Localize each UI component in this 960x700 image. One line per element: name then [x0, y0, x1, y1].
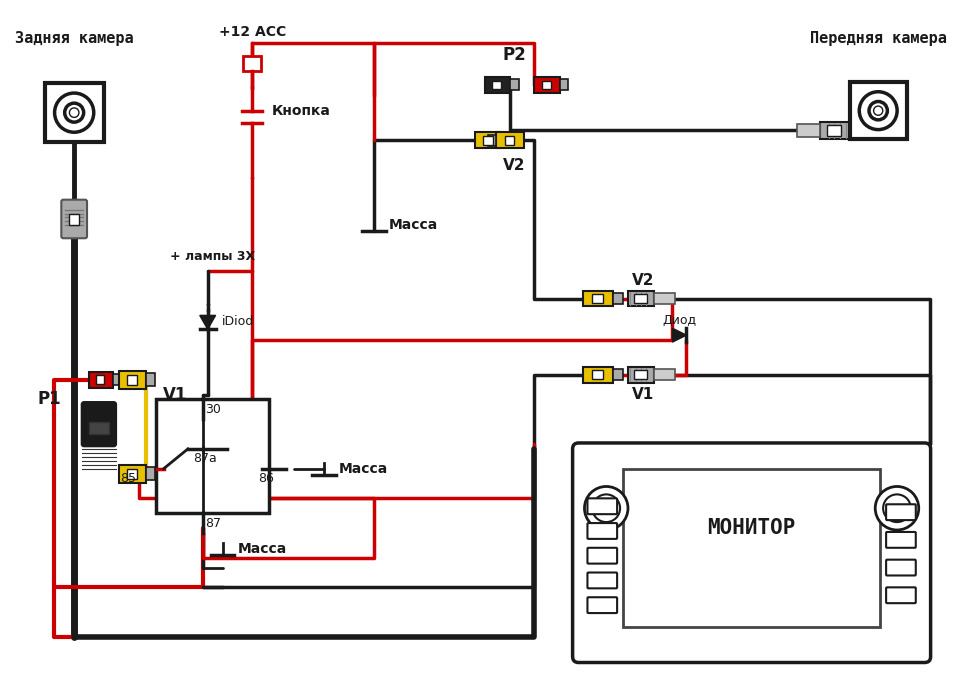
Text: 30: 30: [204, 402, 221, 416]
Circle shape: [64, 103, 84, 122]
Bar: [592, 294, 603, 303]
FancyBboxPatch shape: [588, 548, 617, 564]
Bar: [584, 290, 613, 307]
FancyBboxPatch shape: [588, 523, 617, 539]
Text: МОНИТОР: МОНИТОР: [708, 518, 796, 538]
Circle shape: [859, 92, 898, 130]
Text: P1: P1: [37, 391, 61, 408]
FancyBboxPatch shape: [588, 597, 617, 613]
FancyBboxPatch shape: [886, 532, 916, 548]
FancyBboxPatch shape: [588, 573, 617, 588]
Bar: [592, 370, 603, 379]
Bar: [243, 56, 261, 71]
Bar: [797, 124, 820, 136]
Text: +12 ACC: +12 ACC: [219, 25, 286, 38]
Text: + лампы 3Х: + лампы 3Х: [170, 249, 255, 262]
Text: V2: V2: [503, 158, 525, 173]
Bar: [820, 122, 849, 139]
Bar: [127, 469, 136, 479]
Circle shape: [585, 486, 628, 530]
Bar: [89, 422, 108, 434]
Text: Масса: Масса: [389, 218, 438, 232]
Bar: [654, 369, 676, 380]
Polygon shape: [200, 316, 216, 329]
Text: 87a: 87a: [193, 452, 217, 466]
Bar: [146, 468, 156, 480]
Circle shape: [869, 102, 887, 120]
Bar: [634, 294, 647, 303]
Text: 86: 86: [258, 472, 275, 485]
Text: 87: 87: [204, 517, 221, 530]
Text: Передняя камера: Передняя камера: [809, 31, 947, 46]
Circle shape: [874, 106, 883, 116]
Bar: [628, 367, 654, 383]
Text: 85: 85: [120, 472, 136, 485]
Bar: [156, 400, 270, 513]
Text: Кнопка: Кнопка: [272, 104, 331, 118]
Bar: [511, 79, 518, 90]
Text: V1: V1: [632, 387, 654, 402]
Bar: [628, 290, 654, 307]
Bar: [492, 80, 501, 90]
Bar: [112, 374, 120, 385]
Polygon shape: [673, 328, 686, 342]
FancyBboxPatch shape: [61, 199, 87, 238]
Text: Масса: Масса: [339, 462, 388, 476]
Bar: [496, 132, 524, 148]
FancyBboxPatch shape: [886, 504, 916, 520]
Circle shape: [592, 494, 620, 522]
Bar: [96, 375, 105, 384]
Text: Масса: Масса: [237, 542, 287, 556]
Bar: [584, 367, 613, 383]
Bar: [613, 369, 623, 380]
Circle shape: [55, 93, 94, 132]
Bar: [127, 375, 136, 385]
Bar: [485, 77, 511, 93]
Bar: [483, 136, 492, 145]
FancyBboxPatch shape: [83, 402, 116, 446]
Text: Диод: Диод: [662, 314, 697, 327]
Bar: [623, 469, 880, 627]
Circle shape: [69, 108, 79, 118]
Text: V2: V2: [632, 273, 654, 288]
Bar: [634, 370, 647, 379]
Bar: [119, 371, 146, 388]
Text: iDiod: iDiod: [222, 315, 253, 328]
Bar: [502, 135, 512, 146]
Bar: [613, 293, 623, 304]
FancyBboxPatch shape: [886, 560, 916, 575]
Circle shape: [883, 494, 911, 522]
Bar: [474, 132, 502, 148]
Bar: [827, 125, 841, 136]
Bar: [850, 82, 907, 139]
Bar: [534, 77, 560, 93]
Bar: [69, 214, 79, 225]
Text: V1: V1: [163, 386, 187, 403]
FancyBboxPatch shape: [572, 443, 930, 662]
FancyBboxPatch shape: [886, 587, 916, 603]
Text: Задняя камера: Задняя камера: [14, 31, 133, 46]
FancyBboxPatch shape: [588, 498, 617, 514]
Circle shape: [876, 486, 919, 530]
Bar: [541, 80, 551, 90]
Bar: [505, 136, 515, 145]
Bar: [654, 293, 676, 304]
Bar: [44, 83, 104, 142]
Bar: [89, 372, 112, 388]
Bar: [560, 79, 568, 90]
Bar: [119, 465, 146, 482]
Text: P2: P2: [502, 46, 526, 64]
Bar: [146, 373, 156, 386]
Bar: [488, 135, 496, 146]
